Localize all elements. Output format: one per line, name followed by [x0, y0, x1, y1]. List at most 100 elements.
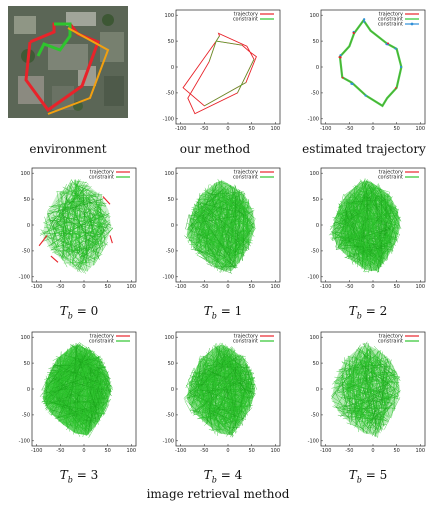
y-tick-label: -50 [311, 413, 319, 419]
constraint-line [50, 187, 86, 225]
constraint-line [384, 249, 393, 255]
constraint-line [379, 352, 394, 378]
constraint-line [96, 205, 103, 211]
constraint-line [229, 353, 246, 358]
tb-var: T [203, 304, 212, 318]
constraint-line [46, 381, 82, 416]
constraint-line [338, 382, 347, 387]
x-tick-label: -50 [345, 284, 353, 290]
constraint-line [346, 387, 390, 408]
constraint-line [199, 389, 244, 404]
y-tick-label: -100 [308, 439, 319, 445]
constraint-overlay [338, 18, 403, 108]
y-tick-label: -50 [22, 249, 30, 255]
constraint-line [346, 187, 361, 201]
constraint-line [346, 382, 395, 400]
y-tick-label: 50 [168, 39, 174, 45]
constraint-line [39, 202, 105, 236]
constraint-line [363, 197, 368, 256]
constraint-line [353, 198, 378, 253]
constraint-line [214, 354, 219, 364]
constraint-line [359, 402, 395, 431]
constraint-line [343, 400, 349, 409]
constraint-line [217, 362, 226, 436]
x-tick-label: 0 [371, 126, 374, 132]
constraint-line [225, 212, 254, 256]
y-tick-label: 100 [309, 13, 319, 19]
legend-label: constraint [233, 17, 258, 23]
constraint-line [335, 395, 399, 409]
x-tick-label: 50 [393, 448, 399, 454]
constraint-line [350, 203, 386, 243]
constraint-line [363, 341, 368, 348]
constraint-line [73, 192, 108, 223]
constraint-line [51, 397, 91, 436]
constraint-line [186, 385, 205, 421]
constraint-line [227, 348, 234, 367]
trajectory-point [394, 87, 397, 89]
chart-svg: -100 -50 0 50 100 100 50 0 -50 -100 trajectorycons… [19, 331, 137, 454]
constraint-line [64, 351, 76, 370]
tb-sub: b [67, 311, 73, 321]
constraint-line [75, 180, 88, 183]
constraint-line [392, 382, 395, 392]
x-tick-label: 50 [248, 284, 254, 290]
data-layer [39, 342, 114, 438]
tb-sub: b [356, 311, 362, 321]
constraint-line [187, 349, 236, 400]
constraint-line [89, 202, 106, 207]
constraint-line [98, 389, 111, 413]
constraint-line [344, 201, 347, 249]
constraint-line [196, 208, 200, 229]
constraint-line [51, 200, 75, 207]
constraint-line [215, 368, 245, 433]
constraint-line [52, 348, 75, 404]
y-tick-label: 50 [24, 197, 30, 203]
y-tick-label: 50 [313, 39, 319, 45]
constraint-line [364, 269, 376, 273]
constraint-line [51, 372, 96, 420]
x-tick-label: 50 [104, 284, 110, 290]
constraint-line [50, 220, 108, 228]
x-tick-label: -100 [320, 126, 331, 132]
constraint-line [348, 191, 395, 234]
constraint-line [346, 422, 364, 429]
estimated-point [363, 20, 366, 23]
chart-svg: -100 -50 0 50 100 100 50 0 -50 -100 trajectorycons… [163, 167, 281, 290]
constraint-line [39, 370, 59, 397]
constraint-line [53, 374, 99, 397]
constraint-line [343, 194, 354, 213]
constraint-line [51, 378, 64, 386]
estimated-point [351, 82, 354, 86]
constraint-line [190, 408, 210, 418]
tb-var: T [203, 468, 212, 482]
x-tick-label: -50 [345, 126, 353, 132]
constraint-line [336, 196, 376, 249]
constraint-line [367, 261, 370, 267]
constraint-line [54, 384, 107, 393]
x-tick-label: 50 [248, 448, 254, 454]
constraint-line [362, 190, 398, 210]
constraint-line [188, 363, 206, 384]
constraint-line [52, 212, 98, 229]
constraint-line [345, 346, 362, 396]
constraint-line [189, 373, 244, 406]
constraint-line [336, 371, 389, 374]
constraint-line [214, 343, 216, 348]
constraint-line [332, 217, 343, 220]
constraint-line [88, 203, 91, 250]
constraint-line [239, 207, 249, 214]
constraint-line [213, 347, 226, 417]
constraint-line [64, 354, 67, 425]
constraint-line [190, 393, 239, 418]
constraint-line [384, 200, 386, 241]
constraint-line [189, 208, 204, 231]
constraint-line [241, 231, 251, 254]
constraint-line [378, 183, 398, 228]
constraint-line [236, 219, 250, 258]
constraint-line [337, 193, 352, 250]
constraint-line [46, 213, 58, 240]
constraint-line [204, 201, 217, 248]
tb-var: T [59, 304, 68, 318]
constraint-line [52, 356, 71, 368]
